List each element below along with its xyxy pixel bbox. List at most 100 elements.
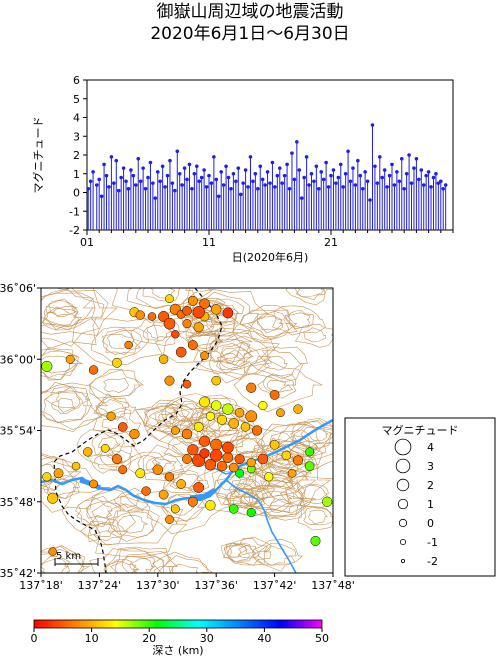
epicenter-marker: [199, 396, 210, 408]
magnitude-point: [129, 168, 133, 172]
depth-colorbar: 0 10 20 30 40 50 深さ (km): [31, 619, 329, 657]
magnitude-point: [424, 173, 428, 178]
magnitude-point: [385, 185, 389, 189]
epicenter-marker: [228, 504, 239, 514]
magnitude-point: [168, 158, 172, 163]
contour-line: [43, 476, 80, 499]
y-axis-label: マグニチュード: [31, 117, 45, 194]
contour-line: [251, 543, 297, 566]
epicenter-marker: [322, 496, 333, 507]
scale-bar: 5 km: [54, 551, 99, 566]
epicenter-marker: [222, 441, 234, 454]
epicenter-marker: [234, 454, 245, 464]
magnitude-point: [341, 185, 346, 189]
magnitude-point: [346, 149, 350, 154]
contour-line: [231, 437, 264, 454]
contour-line: [294, 484, 328, 505]
magnitude-point: [285, 162, 289, 167]
contour-line: [89, 522, 117, 537]
contour-line: [256, 313, 284, 334]
epicenter-marker: [65, 354, 75, 364]
magnitude-point: [404, 171, 409, 176]
colorbar-tick-label: 40: [257, 632, 271, 645]
epicenter-marker: [246, 382, 257, 393]
longitude-tick-label: 137˚30': [136, 579, 180, 592]
contour-line: [170, 401, 205, 423]
magnitude-point: [353, 183, 358, 187]
colorbar-tick-label: 20: [142, 632, 156, 645]
epicenter-marker: [193, 422, 204, 432]
magnitude-point: [263, 183, 267, 187]
contour-line: [295, 288, 325, 297]
magnitude-point: [190, 186, 194, 191]
latitude-tick-label: 36˚00': [0, 353, 36, 366]
epicenter-marker: [200, 351, 209, 361]
contour-line: [163, 313, 253, 364]
magnitude-point: [219, 170, 223, 174]
contour-line: [106, 503, 160, 542]
contour-line: [227, 543, 254, 563]
epicenter-marker: [240, 422, 251, 432]
epicenter-marker: [269, 439, 280, 450]
magnitude-point: [390, 162, 394, 167]
contour-line: [235, 438, 261, 454]
contour-line: [103, 377, 130, 394]
epicenter-marker: [304, 461, 315, 471]
epicenter-marker: [111, 454, 122, 464]
epicenter-marker: [204, 458, 217, 471]
magnitude-point: [177, 171, 182, 176]
epicenter-marker: [217, 414, 228, 425]
contour-line: [191, 299, 219, 316]
magnitude-point: [97, 177, 101, 182]
magnitude-point: [270, 160, 275, 165]
contour-line: [105, 546, 179, 573]
magnitude-point: [165, 173, 170, 178]
magnitude-point: [378, 155, 382, 159]
epicenter-marker: [170, 504, 180, 514]
magnitude-point: [136, 156, 141, 161]
contour-line: [263, 355, 288, 371]
magnitude-point: [151, 181, 155, 185]
legend-marker: [399, 538, 407, 546]
epicenter-marker: [112, 357, 122, 368]
magnitude-point: [370, 123, 375, 127]
magnitude-point: [192, 171, 197, 176]
legend-marker: [398, 518, 408, 528]
epicenter-marker: [210, 438, 223, 451]
magnitude-point: [102, 162, 106, 167]
magnitude-point: [402, 186, 407, 191]
magnitude-point: [134, 183, 138, 187]
epicenter-marker: [83, 447, 93, 457]
epicenter-marker: [199, 448, 210, 459]
x-tick-label: 01: [80, 236, 94, 249]
legend-label: 1: [427, 498, 434, 511]
epicenter-marker: [165, 515, 174, 524]
epicenter-marker: [135, 468, 146, 479]
x-axis-label: 日(2020年6月): [232, 250, 309, 264]
magnitude-point: [434, 171, 438, 176]
magnitude-point: [307, 183, 311, 187]
epicenter-marker: [182, 454, 192, 464]
magnitude-point: [329, 173, 333, 178]
legend-label: 3: [427, 460, 434, 473]
contour-line: [41, 548, 85, 573]
magnitude-point: [343, 171, 348, 176]
magnitude-point: [302, 175, 306, 180]
magnitude-point: [304, 155, 309, 159]
contour-line: [43, 307, 78, 326]
magnitude-point: [255, 186, 260, 191]
magnitude-point: [414, 156, 419, 161]
epicenter-marker: [152, 464, 164, 475]
magnitude-point: [126, 186, 131, 191]
magnitude-point: [358, 173, 363, 178]
magnitude-point: [336, 175, 341, 180]
epicenter-marker: [210, 304, 222, 315]
magnitude-point: [317, 186, 321, 191]
contour-line: [256, 424, 333, 473]
magnitude-point: [88, 179, 93, 184]
epicenter-marker: [257, 453, 269, 465]
magnitude-point: [439, 179, 443, 184]
epicenter-marker: [42, 472, 52, 482]
magnitude-point: [314, 164, 319, 169]
magnitude-point: [324, 160, 328, 165]
